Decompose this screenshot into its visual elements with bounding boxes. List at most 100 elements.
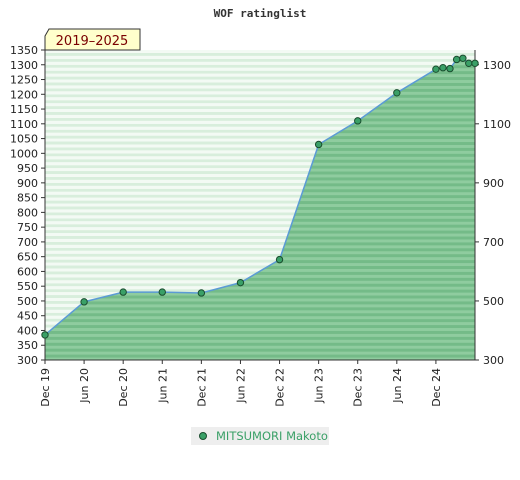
background-band xyxy=(45,91,475,95)
x-tick-label: Dec 19 xyxy=(39,368,52,407)
background-band xyxy=(45,129,475,133)
data-point xyxy=(446,64,454,73)
data-point xyxy=(197,289,206,297)
area-band xyxy=(45,324,475,329)
background-band xyxy=(45,191,475,195)
period-badge-box xyxy=(44,28,141,51)
area-band xyxy=(45,295,475,299)
background-band xyxy=(45,265,475,269)
y-left-tick-label: 750 xyxy=(17,221,38,234)
data-points xyxy=(41,54,479,339)
area-band xyxy=(45,309,475,314)
data-point xyxy=(471,59,479,67)
background-band xyxy=(45,132,475,136)
y-left-tick-label: 1150 xyxy=(10,103,38,116)
x-tick-label: Jun 24 xyxy=(391,368,404,404)
background-band xyxy=(45,253,475,257)
area-band xyxy=(45,298,475,302)
data-point xyxy=(459,54,467,62)
legend-label: MITSUMORI Makoto xyxy=(216,429,328,443)
area-band xyxy=(45,303,475,308)
background-band xyxy=(45,179,475,183)
data-point xyxy=(119,288,127,296)
area-band xyxy=(45,318,475,323)
y-left-tick-label: 1300 xyxy=(10,59,38,72)
background-band xyxy=(45,197,475,201)
background-band xyxy=(45,259,475,263)
x-tick-label: Jun 23 xyxy=(313,368,326,404)
x-tick-label: Dec 23 xyxy=(352,368,365,407)
background-band xyxy=(45,250,475,254)
background-band xyxy=(45,70,475,74)
background-band xyxy=(45,215,475,219)
data-point xyxy=(452,55,461,64)
background-band xyxy=(45,174,475,177)
background-band xyxy=(45,171,475,174)
background-band xyxy=(45,64,475,68)
data-point xyxy=(432,65,440,73)
area-band xyxy=(45,271,475,275)
area-band xyxy=(45,292,475,296)
background-band xyxy=(45,168,475,172)
area-band xyxy=(45,280,475,284)
background-band xyxy=(45,262,475,266)
background-band xyxy=(45,230,475,234)
y-left-tick-label: 300 xyxy=(17,354,38,367)
background-band xyxy=(45,153,475,157)
background-band xyxy=(45,123,475,127)
background-band xyxy=(45,162,475,166)
data-point xyxy=(314,140,323,149)
y-left-tick-label: 900 xyxy=(17,177,38,190)
background-band xyxy=(45,147,475,151)
background-band xyxy=(45,224,475,228)
y-right-tick-label: 900 xyxy=(483,177,504,190)
background-band xyxy=(45,141,475,145)
data-point xyxy=(158,288,166,296)
data-point xyxy=(80,298,88,306)
background-band xyxy=(45,159,475,163)
background-band xyxy=(45,82,475,86)
background-band xyxy=(45,194,475,198)
background-band xyxy=(45,212,475,216)
area-band xyxy=(45,330,475,334)
y-left-tick-label: 1350 xyxy=(10,44,38,57)
background-band xyxy=(45,203,475,207)
area-band xyxy=(45,342,475,346)
background-band xyxy=(45,106,475,110)
y-left-tick-label: 800 xyxy=(17,206,38,219)
area-band xyxy=(45,312,475,317)
y-left-tick-label: 600 xyxy=(17,265,38,278)
y-right-tick-label: 1300 xyxy=(483,59,511,72)
axes: 3003504004505005506006507007508008509009… xyxy=(10,44,511,407)
data-point xyxy=(236,278,245,287)
y-left-tick-label: 850 xyxy=(17,192,38,205)
area-band xyxy=(45,306,475,311)
chart-title: WOF ratinglist xyxy=(214,7,307,20)
area-band xyxy=(45,333,475,337)
area-band xyxy=(45,274,475,278)
background-band xyxy=(45,209,475,213)
y-left-tick-label: 1200 xyxy=(10,88,38,101)
background-band xyxy=(45,97,475,101)
background-band xyxy=(45,67,475,71)
background-band xyxy=(45,126,475,130)
data-point xyxy=(354,117,362,125)
area-band xyxy=(45,354,475,358)
y-left-tick-label: 1250 xyxy=(10,74,38,87)
background-band xyxy=(45,120,475,124)
background-band xyxy=(45,73,475,77)
period-badge: 2019–2025 xyxy=(44,28,141,51)
background-band xyxy=(45,221,475,225)
y-left-tick-label: 950 xyxy=(17,162,38,175)
background-band xyxy=(45,233,475,236)
area-band xyxy=(45,348,475,352)
x-tick-label: Jun 22 xyxy=(234,368,247,404)
period-badge-text: 2019–2025 xyxy=(56,34,129,49)
background-band xyxy=(45,188,475,192)
background-band xyxy=(45,176,475,180)
background-band xyxy=(45,144,475,148)
background-band xyxy=(45,165,475,169)
area-band xyxy=(45,277,475,281)
x-tick-label: Dec 22 xyxy=(274,368,287,407)
